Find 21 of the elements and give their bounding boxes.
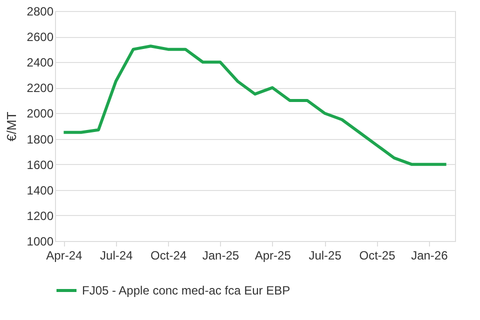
y-tick-label: 1000 xyxy=(26,234,54,248)
y-axis-title: €/MT xyxy=(4,112,19,142)
x-tick-label: Jan-25 xyxy=(202,248,240,262)
x-tick-label: Jul-24 xyxy=(100,248,134,262)
y-tick-label: 2600 xyxy=(26,30,54,44)
legend-label: FJ05 - Apple conc med-ac fca Eur EBP xyxy=(82,284,290,298)
x-tick-label: Jul-25 xyxy=(308,248,342,262)
y-tick-label: 1600 xyxy=(26,158,54,172)
x-tick-label: Oct-25 xyxy=(359,248,396,262)
y-tick-label: 2000 xyxy=(26,106,54,121)
y-tick-label: 1800 xyxy=(26,132,54,146)
x-tick-label: Jan-26 xyxy=(411,248,448,262)
y-tick-label: 2800 xyxy=(26,4,54,18)
x-tick-label: Apr-24 xyxy=(46,248,83,262)
line-series xyxy=(62,44,448,166)
y-tick-label: 2200 xyxy=(26,81,54,96)
x-tick-label: Apr-25 xyxy=(254,248,292,262)
y-tick-label: 1400 xyxy=(26,183,54,198)
y-tick-label: 2400 xyxy=(26,56,54,70)
x-tick-label: Oct-24 xyxy=(150,248,187,262)
y-tick-label: 1200 xyxy=(26,208,54,223)
